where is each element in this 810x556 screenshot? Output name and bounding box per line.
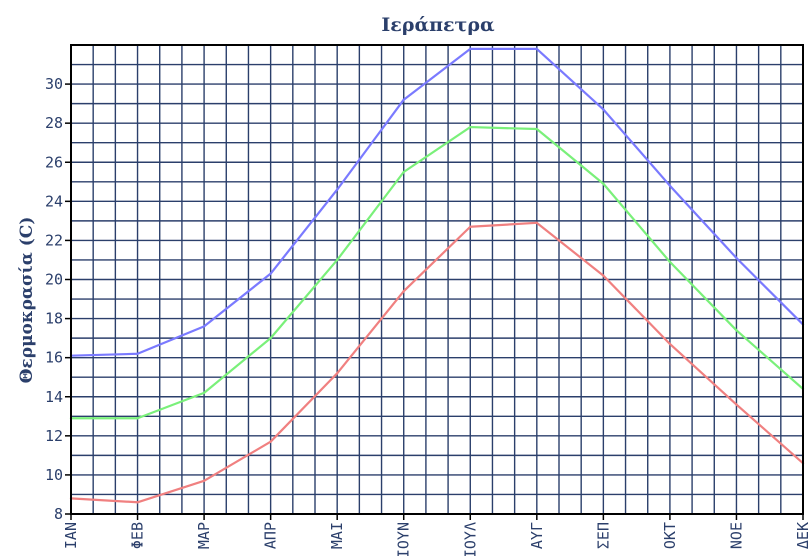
y-tick-label: 14 <box>45 388 63 406</box>
y-tick-label: 22 <box>45 231 63 249</box>
data-point <box>402 170 405 174</box>
data-point <box>269 336 272 340</box>
x-tick-label: ΑΥΓ <box>528 522 546 549</box>
data-point <box>335 258 339 262</box>
x-tick-label: ΟΚΤ <box>661 522 679 549</box>
x-tick-label: ΜΑΙ <box>328 522 346 549</box>
data-point <box>136 417 139 420</box>
data-point <box>668 342 672 346</box>
x-tick-label: ΙΟΥΛ <box>461 522 479 556</box>
data-point <box>602 108 605 111</box>
plot-frame <box>70 44 804 515</box>
data-point <box>469 47 472 51</box>
y-tick-label: 20 <box>45 271 63 289</box>
y-tick-label: 30 <box>45 75 63 93</box>
data-point <box>535 47 539 51</box>
series-line-2 <box>71 125 804 420</box>
x-tick-label: ΝΟΕ <box>727 522 745 549</box>
y-tick-label: 26 <box>45 153 63 171</box>
y-tick-label: 28 <box>45 114 63 132</box>
y-tick-label: 18 <box>45 310 63 328</box>
x-tick-labels: ΙΑΝ ΦΕΒ ΜΑΡ ΑΠΡ ΜΑΙ ΙΟΥΝ ΙΟΥΛ ΑΥΓ ΣΕΠ ΟΚΤ ΝΟΕ ΔΕΚ <box>62 514 810 556</box>
x-tick-label: ΜΑΡ <box>195 522 213 549</box>
data-point <box>469 125 472 129</box>
data-point <box>402 98 405 101</box>
y-tick-label: 24 <box>45 192 63 210</box>
data-point <box>335 188 339 191</box>
y-tick-label: 12 <box>45 427 63 445</box>
data-point <box>535 221 539 225</box>
data-point <box>136 501 139 504</box>
data-point <box>469 225 472 228</box>
data-point <box>735 329 738 332</box>
y-tick-label: 10 <box>45 466 63 484</box>
y-axis-label: Θερμοκρασία (C) <box>17 217 37 384</box>
data-point <box>202 325 206 328</box>
y-tick-labels: 8 10 12 14 16 18 20 22 24 26 28 30 <box>45 75 71 523</box>
data-point <box>668 260 672 264</box>
x-tick-label: ΑΠΡ <box>262 522 280 549</box>
x-tick-label: ΙΑΝ <box>62 522 80 549</box>
data-point <box>535 127 539 131</box>
data-point <box>735 403 738 406</box>
data-point <box>202 479 206 482</box>
x-tick-label: ΣΕΠ <box>594 522 612 549</box>
data-point <box>402 290 405 293</box>
data-point <box>136 352 139 355</box>
data-point <box>335 372 339 375</box>
grid <box>71 45 803 514</box>
x-tick-label: ΙΟΥΝ <box>395 522 413 556</box>
series-line-1 <box>70 47 804 357</box>
y-tick-label: 16 <box>45 349 63 367</box>
x-tick-label: ΔΕΚ <box>794 522 810 549</box>
data-point <box>269 272 272 275</box>
data-point <box>602 274 605 277</box>
x-tick-label: ΦΕΒ <box>129 522 147 549</box>
chart-title: Ιεράπετρα <box>381 14 495 36</box>
series-lines <box>69 47 805 504</box>
data-point <box>202 391 206 395</box>
y-tick-label: 8 <box>54 505 63 523</box>
series-line-3 <box>70 221 804 504</box>
data-point <box>269 440 272 443</box>
data-point <box>602 182 605 185</box>
data-point <box>735 256 738 260</box>
data-point <box>668 184 672 187</box>
